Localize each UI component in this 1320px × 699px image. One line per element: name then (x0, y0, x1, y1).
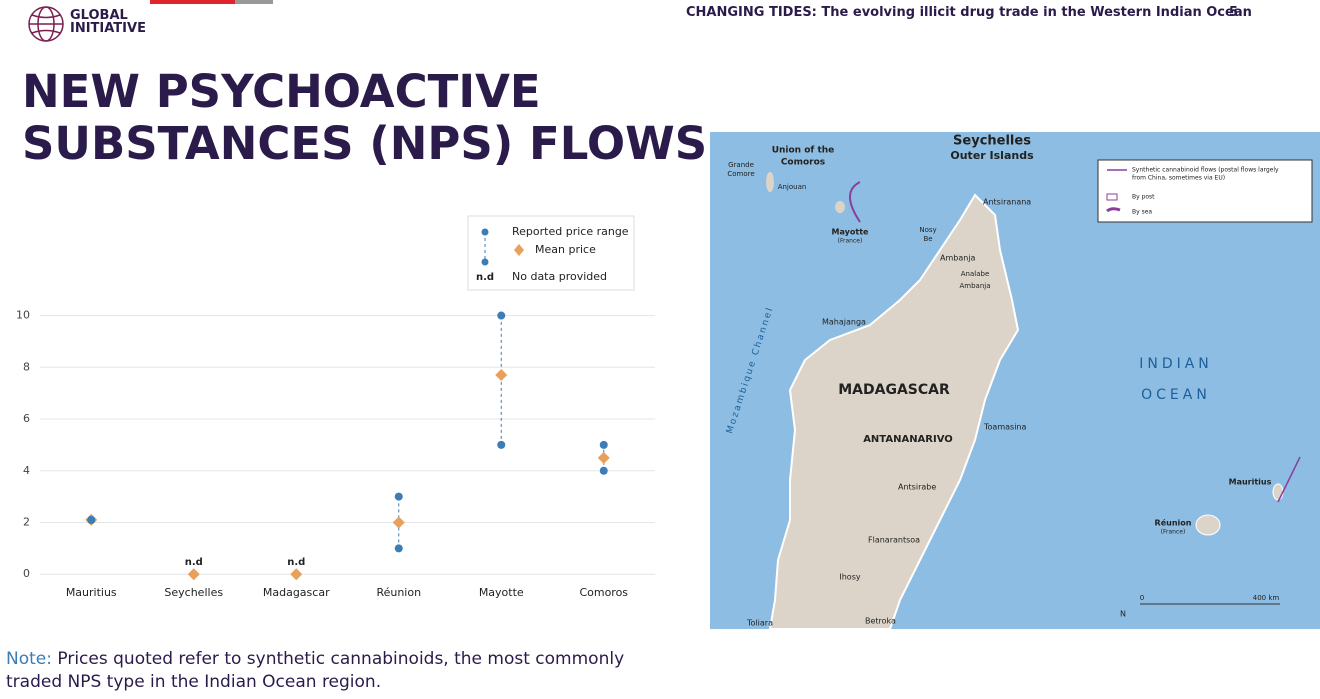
value-label: n.d (287, 557, 305, 568)
map-legend-label: By post (1132, 194, 1155, 201)
title-line: NEW PSYCHOACTIVE (22, 65, 541, 118)
x-tick-label: Seychelles (164, 586, 223, 599)
legend-post (1106, 193, 1118, 201)
map-label: ANTANANARIVO (863, 434, 953, 445)
island (835, 201, 845, 213)
map-legend-box (1097, 159, 1313, 223)
map-label: Comoros (781, 158, 825, 168)
map-label: MADAGASCAR (838, 382, 950, 398)
map-label: N (1120, 610, 1126, 619)
map-label: Mauritius (1229, 478, 1272, 487)
legend-label: Reported price range (512, 225, 629, 238)
note-line: Prices quoted refer to synthetic cannabi… (57, 649, 625, 669)
map-legend-label: Synthetic cannabinoid flows (postal flow… (1132, 167, 1279, 174)
note: Note: Prices quoted refer to synthetic c… (6, 648, 624, 694)
flow-arrow (849, 181, 861, 223)
chart: 0 2 4 6 8 10 Mauritius Seychelles n.d Madagascar n… (16, 215, 655, 599)
map-label: Toliara (746, 619, 773, 628)
map-label: Seychelles (953, 134, 1031, 149)
map-label: Toamasina (983, 423, 1026, 432)
map-label: Comore (727, 170, 754, 178)
x-tick-label: Madagascar (263, 586, 330, 599)
map-label: Antsiranana (983, 198, 1031, 207)
map-label: Ambanja (959, 282, 990, 290)
map-label: Be (923, 235, 932, 243)
legend-box (467, 215, 635, 291)
x-tick-label: Mauritius (66, 586, 117, 599)
logo-globe (28, 6, 64, 42)
y-tick-label: 2 (23, 515, 30, 528)
flow-arrow (1277, 456, 1301, 503)
madagascar-land (768, 193, 1020, 629)
map-label: Nosy (919, 226, 936, 234)
map-label: 400 km (1253, 594, 1280, 602)
map-label: Analabe (961, 270, 990, 278)
range-low (497, 440, 506, 449)
mauritius-land (1272, 483, 1284, 501)
y-tick-label: 6 (23, 412, 30, 425)
mean-marker (597, 451, 610, 464)
map-legend-label: from China, sometimes via EU) (1132, 175, 1225, 182)
map-label: Mahajanga (822, 318, 866, 327)
range-high (497, 311, 506, 320)
accent-bar (150, 0, 235, 4)
map-label: OCEAN (1141, 387, 1211, 403)
note-line: traded NPS type in the Indian Ocean regi… (6, 672, 382, 692)
map-label: (France) (1161, 529, 1186, 536)
page-number: 5 (1229, 5, 1239, 20)
legend-sea (1106, 207, 1121, 213)
mean-marker (392, 516, 405, 529)
legend-label: Mean price (535, 243, 596, 256)
map-label: Antsirabe (898, 483, 936, 492)
mean-marker (290, 568, 303, 581)
map-label: Outer Islands (950, 149, 1034, 162)
range-low (394, 544, 403, 553)
mean-marker (495, 369, 508, 382)
reunion-land (1195, 514, 1221, 536)
y-tick-label: 4 (23, 464, 30, 477)
legend-symbol (481, 258, 489, 266)
map-label: Anjouan (778, 183, 807, 191)
island (766, 172, 774, 192)
title-line: SUBSTANCES (NPS) FLOWS (22, 117, 708, 170)
map-label: Union of the (772, 146, 835, 156)
map-label: Mayotte (832, 228, 869, 237)
map-label: INDIAN (1139, 356, 1213, 372)
x-tick-label: Comoros (579, 586, 628, 599)
y-tick-label: 0 (23, 567, 30, 580)
value-label: n.d (185, 557, 203, 568)
map-label: (France) (838, 238, 863, 245)
map-label: Ihosy (839, 573, 860, 582)
map-label: Grande (728, 161, 754, 169)
running-title: CHANGING TIDES: The evolving illicit dru… (686, 5, 1252, 20)
range-high (394, 492, 403, 501)
logo-line: GLOBAL (70, 8, 128, 23)
note-lead: Note: (6, 649, 52, 669)
map-label: 0 (1140, 594, 1144, 602)
map-label: Flanarantsoa (868, 536, 920, 545)
map-label: Ambanja (940, 254, 976, 263)
range-high (87, 515, 96, 524)
logo-text: GLOBAL INITIATIVE (70, 9, 146, 35)
range-low (599, 466, 608, 475)
map-label: Réunion (1155, 518, 1192, 528)
accent-bar (235, 0, 273, 4)
x-tick-label: Réunion (376, 586, 421, 599)
y-tick-label: 10 (16, 309, 30, 322)
legend-label: No data provided (512, 270, 607, 283)
logo-line: INITIATIVE (70, 21, 146, 36)
title: NEW PSYCHOACTIVE SUBSTANCES (NPS) FLOWS (22, 66, 707, 170)
y-tick-label: 8 (23, 360, 30, 373)
legend-symbol-text: n.d (476, 272, 494, 283)
map-legend-label: By sea (1132, 209, 1152, 216)
map-label: Betroka (865, 617, 896, 626)
legend-symbol (514, 244, 524, 256)
range-high (599, 440, 608, 449)
mean-marker (187, 568, 200, 581)
x-tick-label: Mayotte (479, 586, 524, 599)
